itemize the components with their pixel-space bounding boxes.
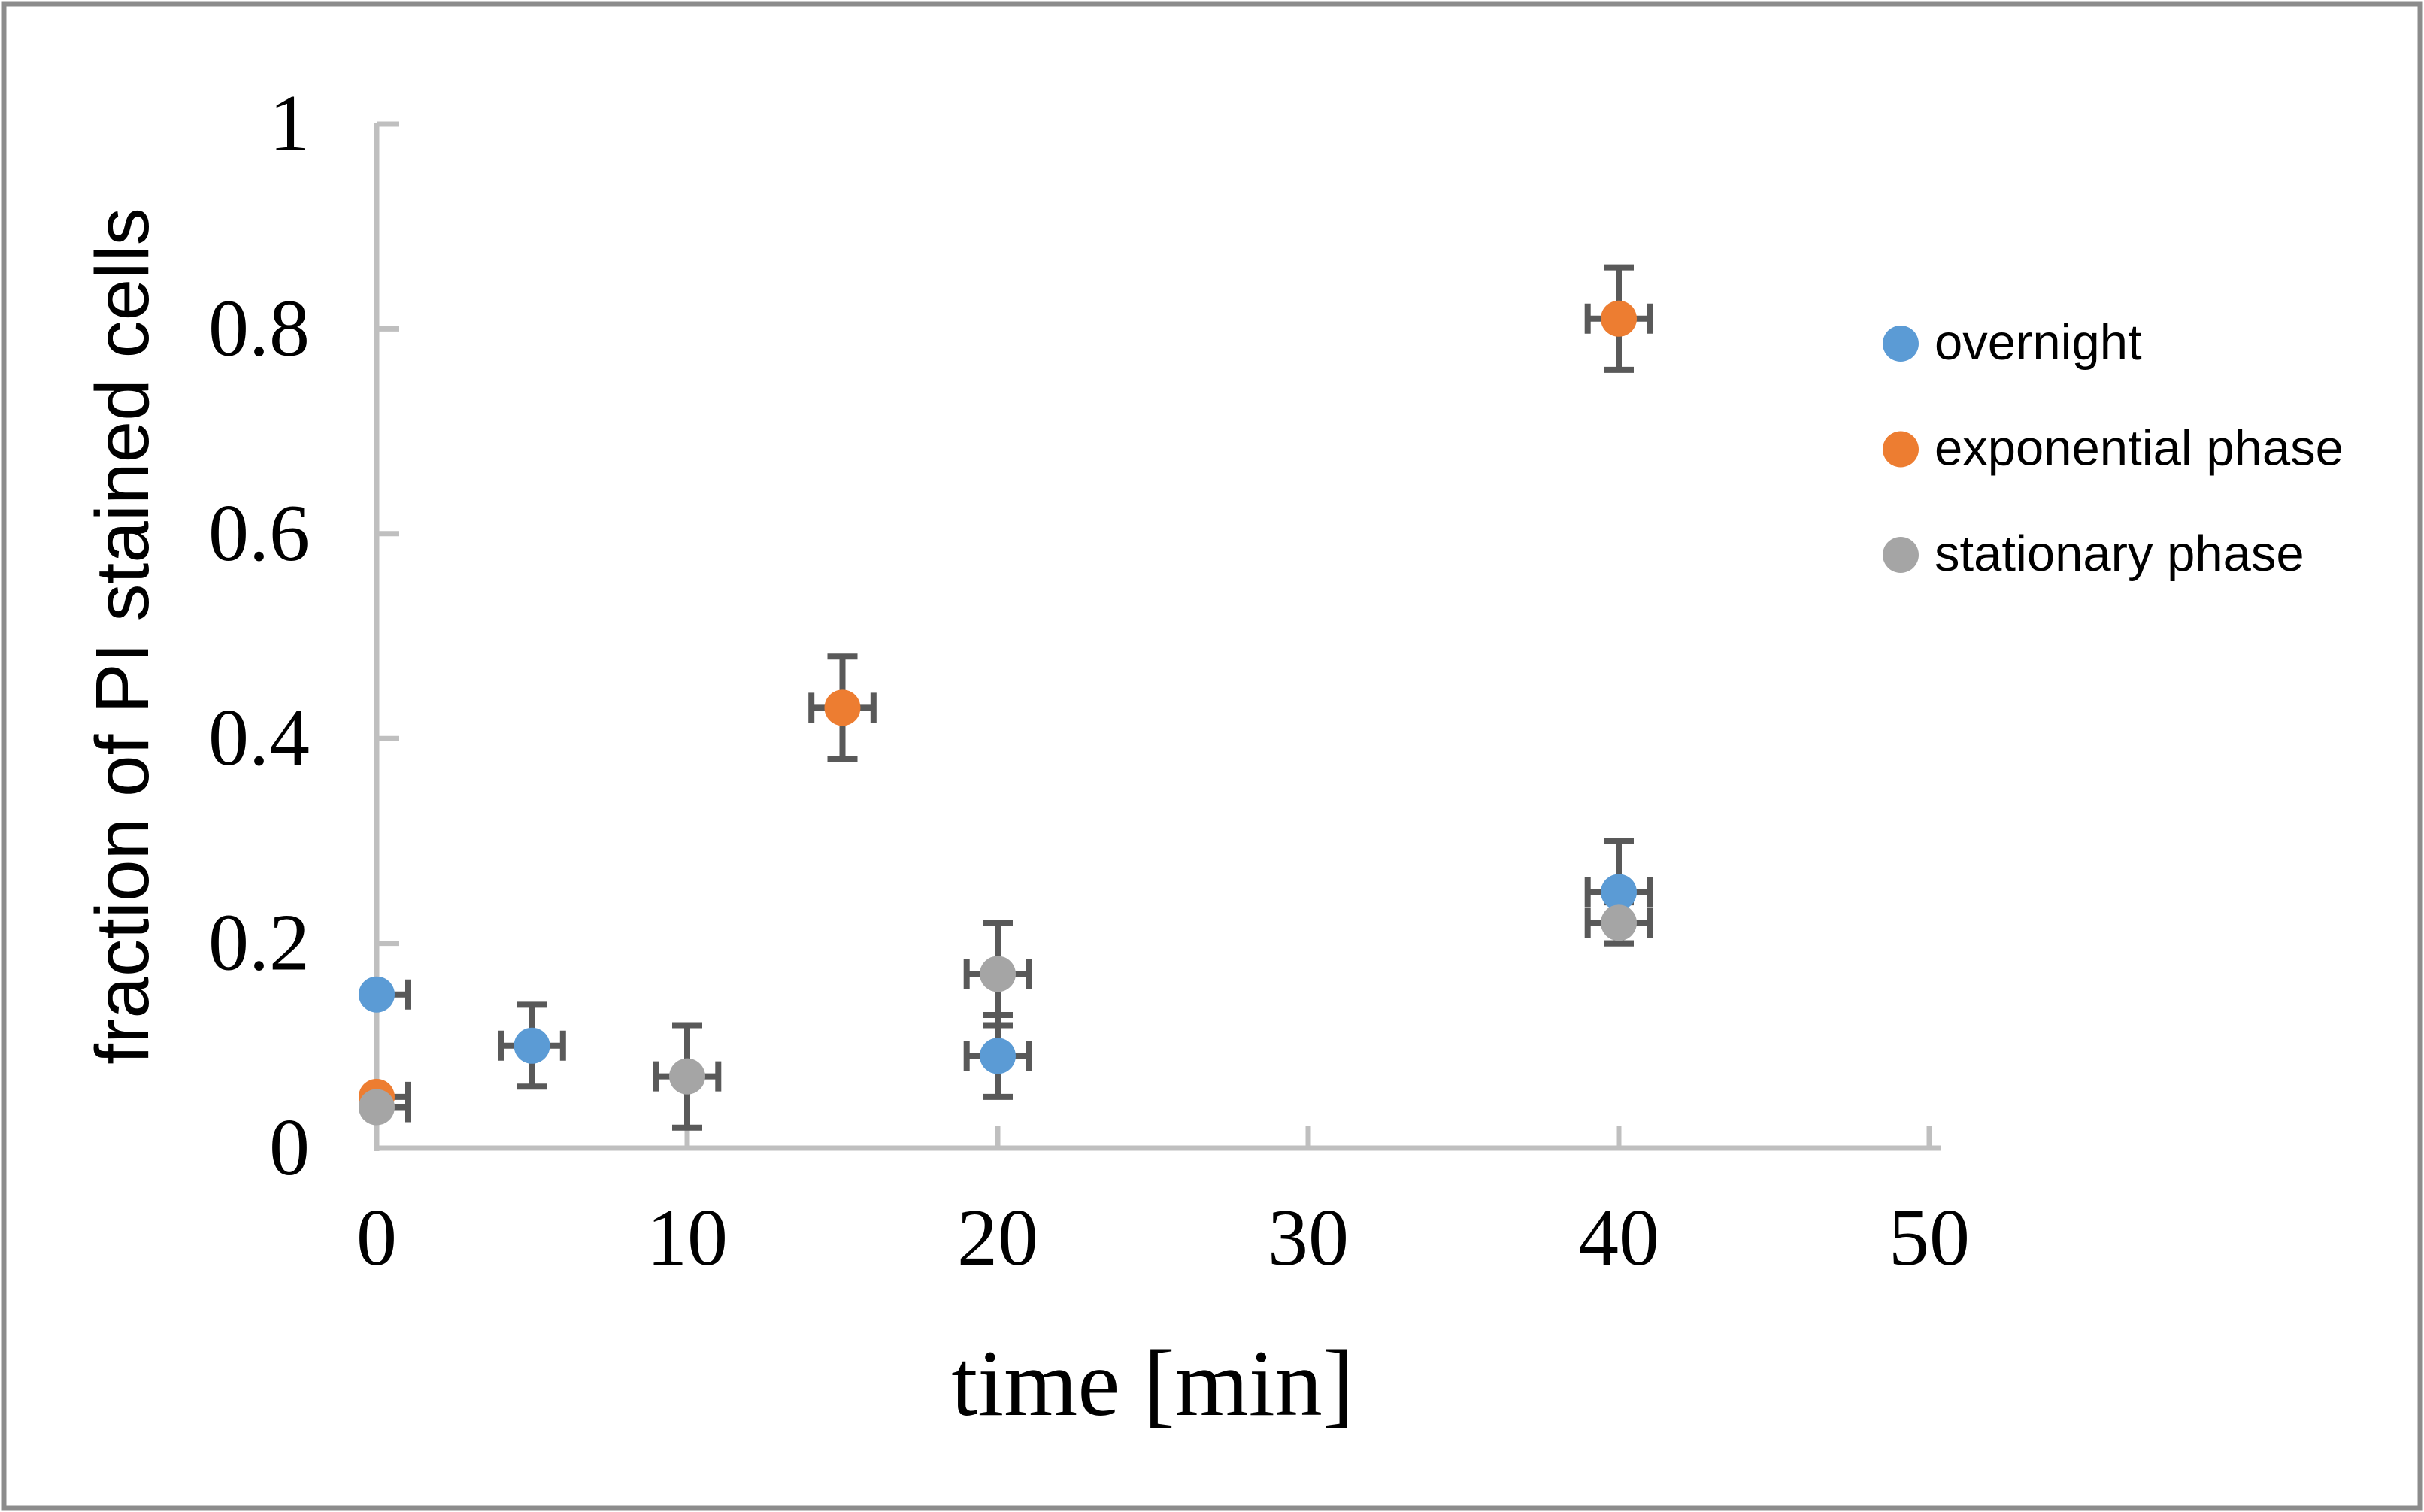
data-point-marker <box>669 1058 705 1095</box>
axes <box>374 123 1941 1151</box>
legend-item: stationary phase <box>1883 526 2304 582</box>
y-tick-label: 0.8 <box>208 283 310 373</box>
legend-marker <box>1883 431 1919 468</box>
data-point-marker <box>514 1027 550 1064</box>
data-point-marker <box>1601 874 1637 911</box>
data-point-marker <box>359 1089 395 1126</box>
legend-marker <box>1883 326 1919 362</box>
data-point-marker <box>1601 904 1637 941</box>
data-points <box>359 300 1637 1126</box>
x-axis-title: time [min] <box>951 1332 1353 1436</box>
error-bars <box>374 264 1653 1131</box>
legend-marker <box>1883 537 1919 573</box>
legend-label: exponential phase <box>1935 420 2344 477</box>
data-point-marker <box>824 689 861 726</box>
y-tick-label: 1 <box>269 79 310 168</box>
legend-label: overnight <box>1935 314 2142 371</box>
data-point-marker <box>359 976 395 1013</box>
y-tick-labels: 0 0.2 0.4 0.6 0.8 1 <box>208 79 310 1192</box>
data-point-marker <box>980 1038 1016 1074</box>
data-point-marker <box>980 956 1016 992</box>
x-tick-label: 30 <box>1268 1193 1349 1283</box>
x-tick-label: 40 <box>1578 1193 1659 1283</box>
x-tick-label: 0 <box>356 1193 397 1283</box>
legend: overnight exponential phase stationary pha… <box>1883 314 2344 582</box>
legend-item: overnight <box>1883 314 2142 371</box>
y-axis-title: fraction of PI stained cells <box>80 208 165 1064</box>
legend-label: stationary phase <box>1935 526 2304 582</box>
y-tick-label: 0.2 <box>208 898 310 988</box>
y-tick-label: 0 <box>269 1103 310 1192</box>
y-tick-label: 0.6 <box>208 489 310 578</box>
data-point-marker <box>1601 300 1637 337</box>
x-tick-labels: 0 10 20 30 40 50 <box>356 1193 1970 1283</box>
axis-ticks <box>377 121 1932 1148</box>
x-tick-label: 50 <box>1889 1193 1970 1283</box>
x-tick-label: 20 <box>957 1193 1038 1283</box>
y-tick-label: 0.4 <box>208 693 310 783</box>
legend-item: exponential phase <box>1883 420 2344 477</box>
x-tick-label: 10 <box>647 1193 728 1283</box>
